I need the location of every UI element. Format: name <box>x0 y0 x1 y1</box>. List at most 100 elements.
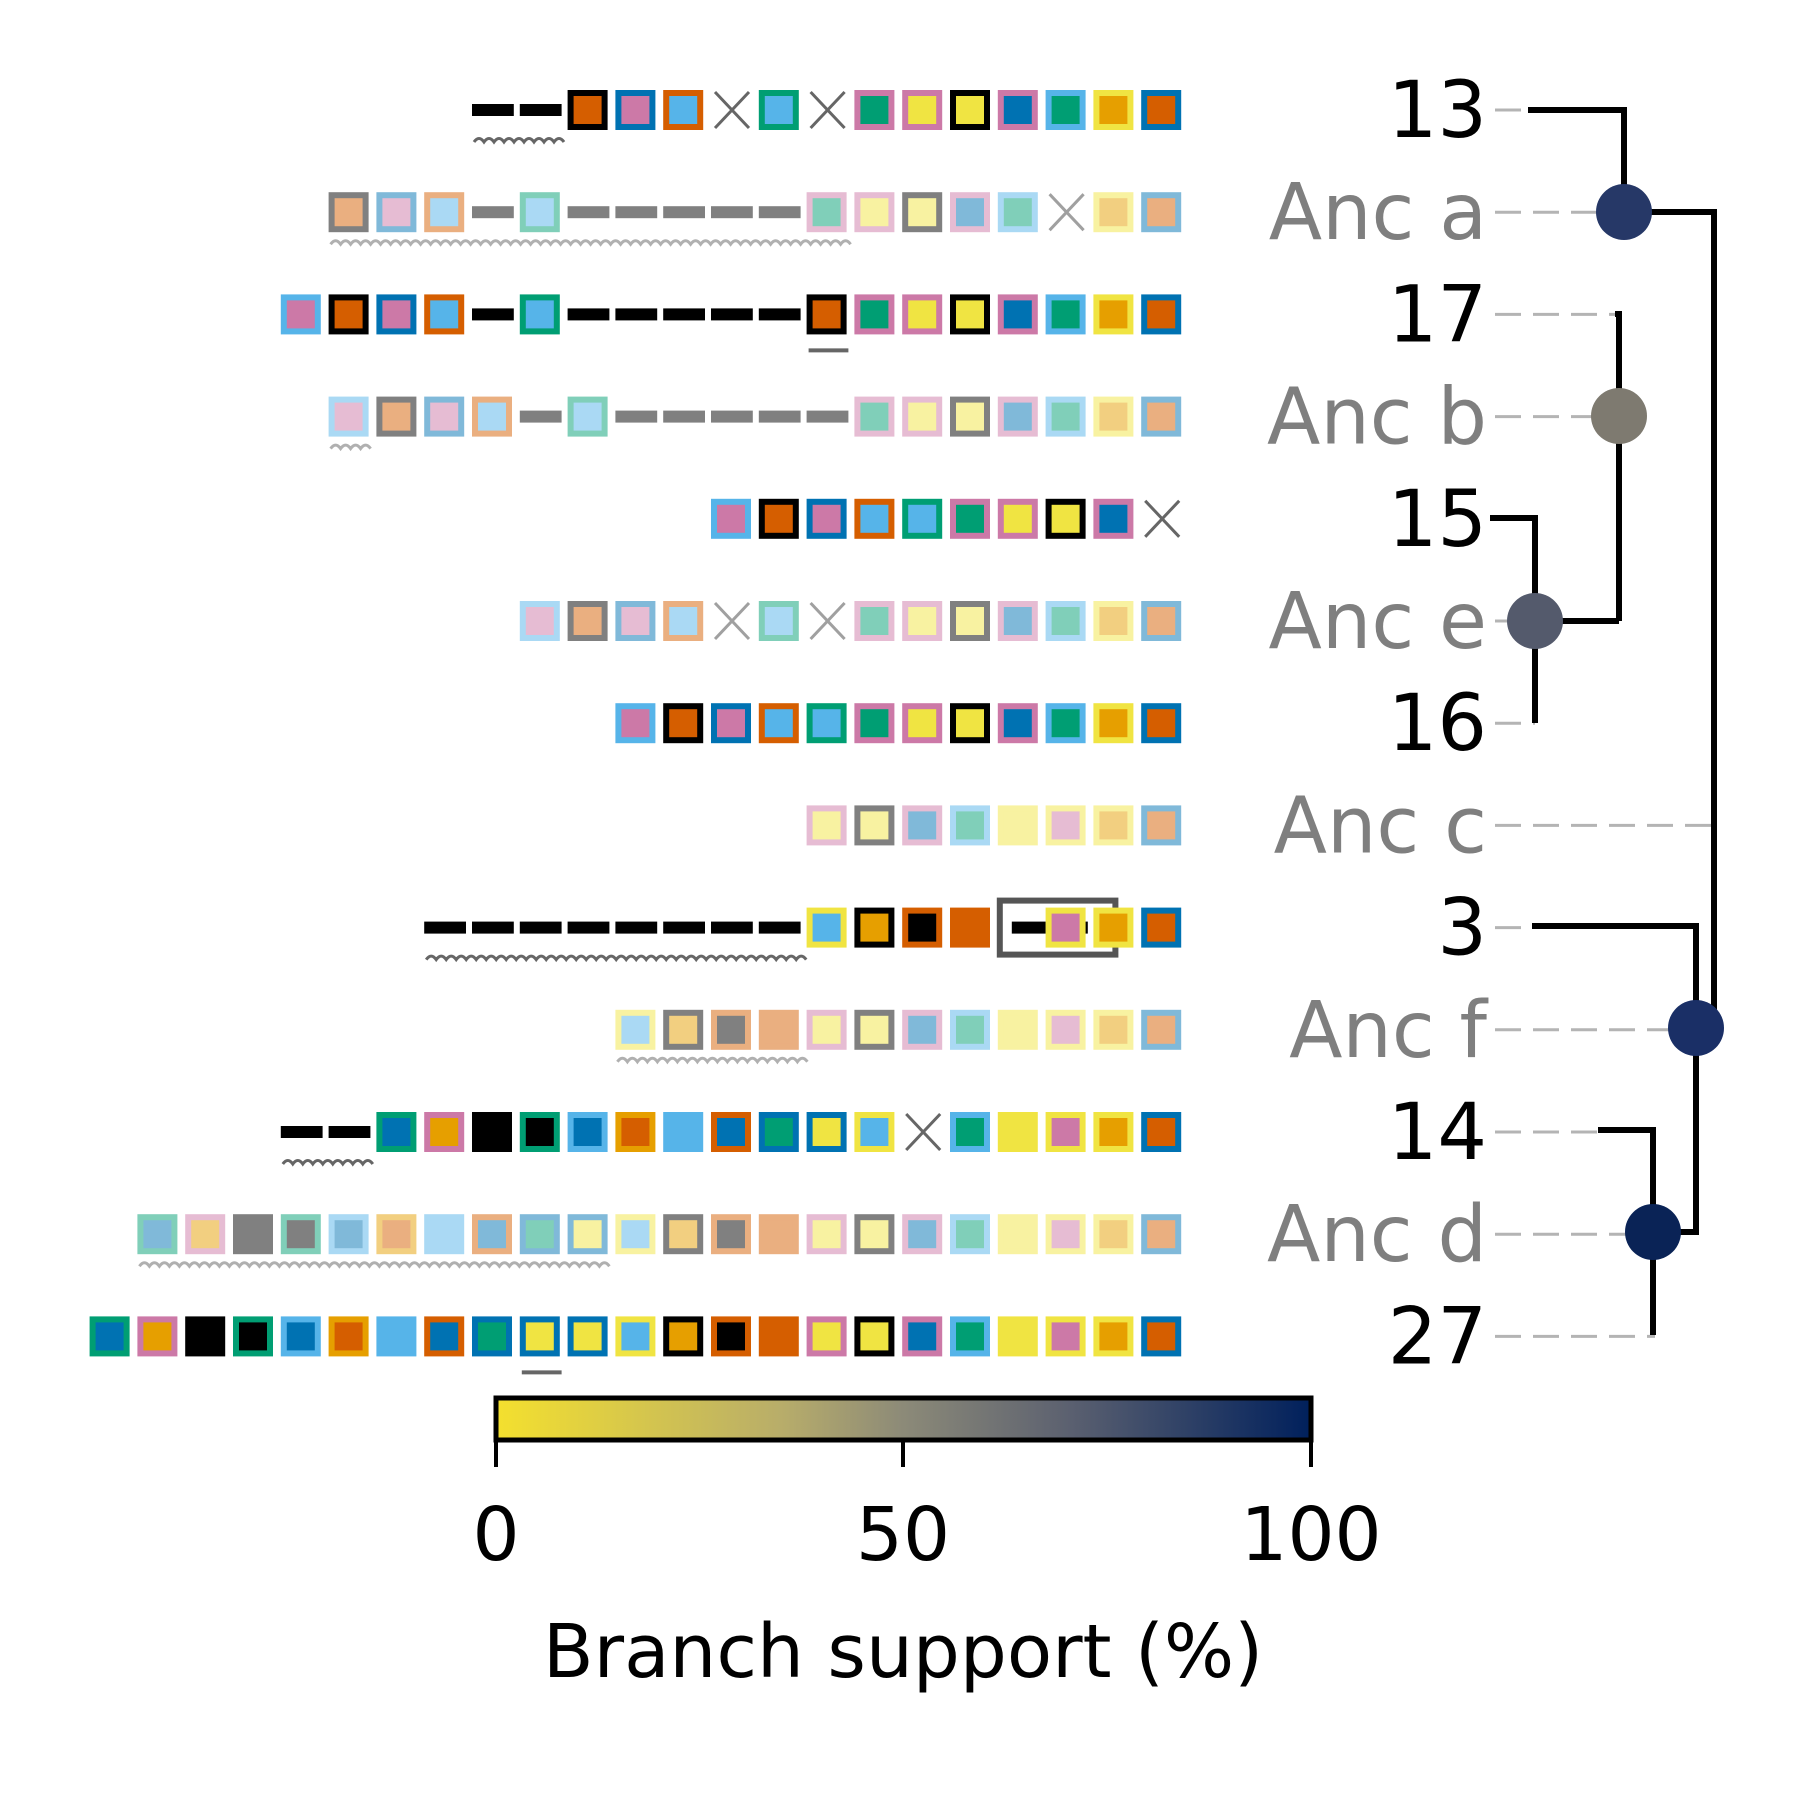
residue-inner <box>956 96 984 124</box>
residue-inner <box>143 1322 172 1351</box>
residue-inner <box>717 1220 745 1249</box>
residue-inner <box>1003 607 1032 635</box>
residue-inner <box>1099 811 1128 840</box>
residue-inner <box>1003 1118 1032 1146</box>
residue-inner <box>525 198 554 227</box>
residue-inner <box>1147 913 1176 942</box>
gap-mark <box>519 921 562 934</box>
deletion-mark <box>809 601 846 641</box>
support-nodes <box>1507 184 1724 1260</box>
residue-inner <box>764 709 793 738</box>
residue-inner <box>143 1220 172 1249</box>
gap-mark <box>615 921 658 934</box>
residue-inner <box>1051 913 1080 942</box>
tip-label: 13 <box>1388 66 1487 156</box>
tree-branch <box>1490 515 1538 723</box>
residue-inner <box>1099 1118 1128 1146</box>
gap-mark <box>758 921 801 934</box>
residue-inner <box>1051 96 1080 124</box>
row-27 <box>89 1316 1182 1375</box>
residue-inner <box>1003 1220 1032 1249</box>
residue-inner <box>1147 709 1176 738</box>
residue-inner <box>1099 1220 1128 1249</box>
residue-inner <box>764 1220 793 1249</box>
residue-inner <box>860 1118 889 1146</box>
residue-inner <box>860 402 889 431</box>
residue-inner <box>382 300 411 329</box>
residue-inner <box>1051 1220 1080 1249</box>
wavy-underline <box>472 137 566 145</box>
residue-inner <box>1147 1220 1176 1249</box>
residue-inner <box>239 1220 267 1249</box>
gap-mark <box>663 410 705 423</box>
residue-inner <box>956 504 984 533</box>
residue-inner <box>1147 96 1176 124</box>
deletion-mark <box>713 601 751 641</box>
gap-mark <box>758 410 801 423</box>
gap-mark <box>663 308 705 321</box>
gap-mark <box>711 308 753 321</box>
residue-inner <box>908 913 937 942</box>
residue-inner <box>764 1322 793 1351</box>
residue-inner <box>1003 402 1032 431</box>
residue-inner <box>334 1322 363 1351</box>
gap-mark <box>567 308 610 321</box>
residue-inner <box>956 198 984 227</box>
gap-mark <box>711 410 753 423</box>
residue-inner <box>669 1220 698 1249</box>
residue-inner <box>1051 402 1080 431</box>
tip-label: 15 <box>1388 475 1487 565</box>
residue-inner <box>1003 1015 1032 1044</box>
residue-inner <box>669 1015 698 1044</box>
gap-mark <box>711 206 753 219</box>
residue-inner <box>430 1220 459 1249</box>
deletion-mark <box>713 90 751 130</box>
residue-inner <box>1099 402 1128 431</box>
residue-inner <box>1003 198 1032 227</box>
deletion-mark <box>1144 499 1181 538</box>
residue-inner <box>908 300 937 329</box>
residue-inner <box>1051 811 1080 840</box>
tree-branch <box>1598 1127 1656 1335</box>
residue-inner <box>669 1322 698 1351</box>
residue-inner <box>382 198 411 227</box>
residue-inner <box>191 1322 220 1351</box>
residue-inner <box>956 402 984 431</box>
residue-inner <box>908 1015 937 1044</box>
row-16 <box>615 703 1182 744</box>
colorbar-tick-label: 100 <box>1240 1492 1381 1578</box>
residue-inner <box>573 607 602 635</box>
colorbar-gradient <box>493 1395 1314 1443</box>
row-3 <box>424 897 1182 963</box>
residue-inner <box>1099 504 1128 533</box>
gap-mark <box>1011 921 1046 934</box>
row-anc-c <box>806 805 1182 846</box>
residue-inner <box>908 607 937 635</box>
deletion-mark <box>809 90 846 130</box>
residue-inner <box>1147 1322 1176 1351</box>
residue-inner <box>525 300 554 329</box>
residue-inner <box>764 1015 793 1044</box>
residue-inner <box>525 1322 554 1351</box>
residue-inner <box>621 1322 650 1351</box>
residue-inner <box>1003 300 1032 329</box>
gap-mark <box>472 308 514 321</box>
residue-inner <box>1051 300 1080 329</box>
residue-inner <box>812 1322 841 1351</box>
residue-inner <box>860 1015 889 1044</box>
residue-inner <box>478 1322 506 1351</box>
residue-inner <box>669 607 698 635</box>
node-anc-f <box>1668 1000 1724 1056</box>
residue-inner <box>430 402 459 431</box>
residue-inner <box>812 1220 841 1249</box>
residue-inner <box>382 1220 411 1249</box>
residue-inner <box>956 709 984 738</box>
residue-inner <box>1051 1118 1080 1146</box>
residue-inner <box>430 300 459 329</box>
row-anc-e <box>519 601 1182 641</box>
residue-inner <box>908 198 937 227</box>
gap-mark <box>758 308 801 321</box>
row-anc-b <box>328 396 1182 452</box>
residue-inner <box>1051 709 1080 738</box>
wavy-underline <box>329 443 372 452</box>
